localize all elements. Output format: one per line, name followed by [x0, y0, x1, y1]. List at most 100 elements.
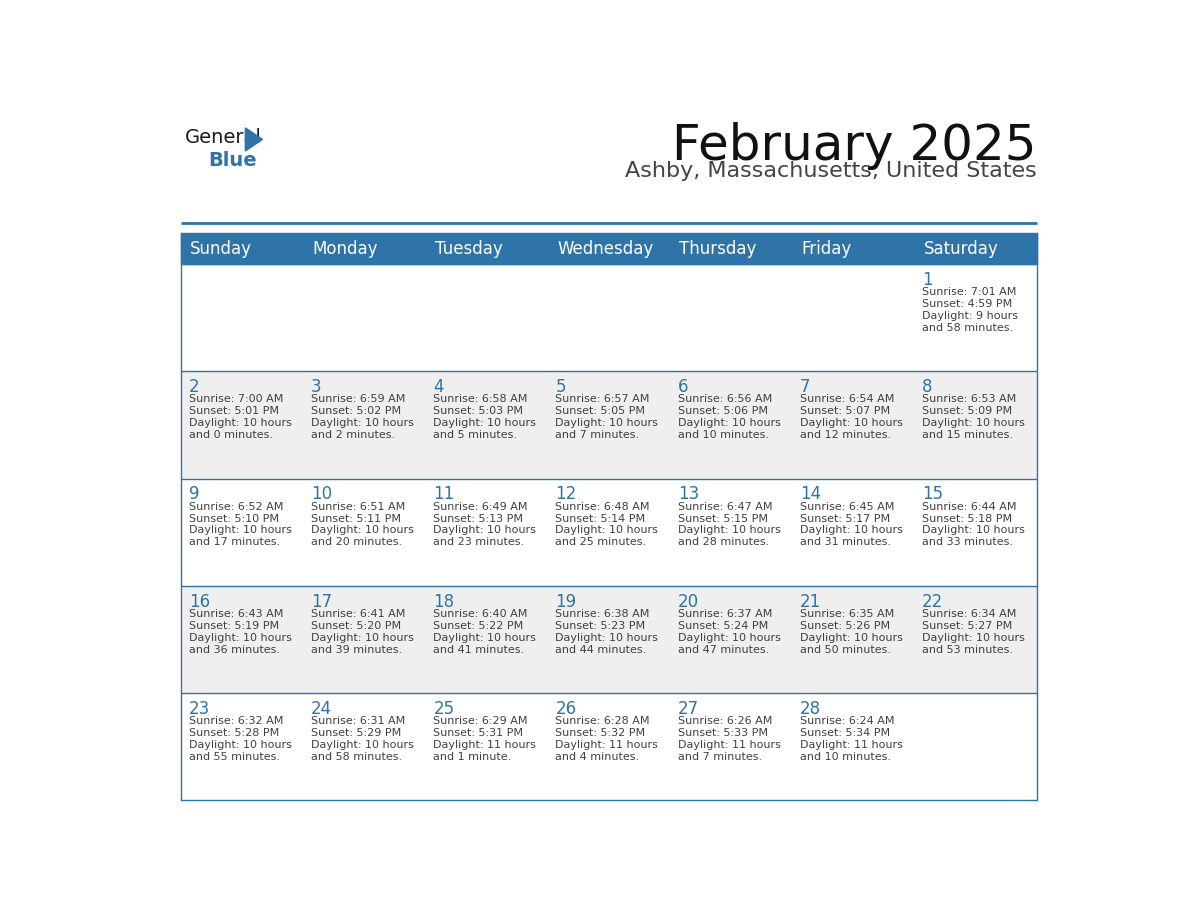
- Text: Sunset: 5:20 PM: Sunset: 5:20 PM: [311, 621, 402, 631]
- Text: Wednesday: Wednesday: [557, 240, 653, 258]
- Text: Sunset: 5:33 PM: Sunset: 5:33 PM: [677, 728, 767, 738]
- Text: and 25 minutes.: and 25 minutes.: [556, 537, 646, 547]
- Text: 4: 4: [434, 378, 444, 397]
- Text: 1: 1: [922, 271, 933, 289]
- Text: Sunset: 4:59 PM: Sunset: 4:59 PM: [922, 299, 1012, 309]
- Text: Sunrise: 6:41 AM: Sunrise: 6:41 AM: [311, 609, 405, 619]
- Text: Sunrise: 6:51 AM: Sunrise: 6:51 AM: [311, 501, 405, 511]
- Text: Sunrise: 6:34 AM: Sunrise: 6:34 AM: [922, 609, 1017, 619]
- Text: Daylight: 10 hours: Daylight: 10 hours: [311, 525, 413, 535]
- Text: Sunset: 5:11 PM: Sunset: 5:11 PM: [311, 513, 402, 523]
- Text: 10: 10: [311, 486, 333, 503]
- Text: 11: 11: [434, 486, 455, 503]
- Bar: [181, 264, 1037, 372]
- Text: Daylight: 10 hours: Daylight: 10 hours: [189, 525, 292, 535]
- Text: Sunrise: 6:54 AM: Sunrise: 6:54 AM: [800, 395, 895, 405]
- Text: and 31 minutes.: and 31 minutes.: [800, 537, 891, 547]
- Text: Sunrise: 6:38 AM: Sunrise: 6:38 AM: [556, 609, 650, 619]
- Text: Daylight: 9 hours: Daylight: 9 hours: [922, 311, 1018, 321]
- Text: Sunset: 5:18 PM: Sunset: 5:18 PM: [922, 513, 1012, 523]
- Text: and 2 minutes.: and 2 minutes.: [311, 431, 396, 441]
- Text: Sunset: 5:26 PM: Sunset: 5:26 PM: [800, 621, 890, 631]
- Text: Sunrise: 6:37 AM: Sunrise: 6:37 AM: [677, 609, 772, 619]
- Text: Daylight: 10 hours: Daylight: 10 hours: [922, 525, 1025, 535]
- Text: 25: 25: [434, 700, 454, 718]
- Text: Sunrise: 6:43 AM: Sunrise: 6:43 AM: [189, 609, 283, 619]
- Text: Sunrise: 6:57 AM: Sunrise: 6:57 AM: [556, 395, 650, 405]
- Text: 15: 15: [922, 486, 943, 503]
- Text: and 1 minute.: and 1 minute.: [434, 752, 512, 762]
- Text: and 58 minutes.: and 58 minutes.: [311, 752, 403, 762]
- Bar: [181, 372, 1037, 478]
- Text: Sunset: 5:15 PM: Sunset: 5:15 PM: [677, 513, 767, 523]
- Text: Daylight: 11 hours: Daylight: 11 hours: [800, 740, 903, 750]
- Text: Ashby, Massachusetts, United States: Ashby, Massachusetts, United States: [625, 161, 1037, 181]
- Text: Sunrise: 6:44 AM: Sunrise: 6:44 AM: [922, 501, 1017, 511]
- Text: and 39 minutes.: and 39 minutes.: [311, 644, 403, 655]
- Text: Sunset: 5:31 PM: Sunset: 5:31 PM: [434, 728, 523, 738]
- Text: Daylight: 10 hours: Daylight: 10 hours: [677, 419, 781, 429]
- Text: Sunrise: 6:58 AM: Sunrise: 6:58 AM: [434, 395, 527, 405]
- Text: and 44 minutes.: and 44 minutes.: [556, 644, 646, 655]
- Text: Daylight: 10 hours: Daylight: 10 hours: [800, 419, 903, 429]
- Text: 22: 22: [922, 593, 943, 610]
- Text: Sunrise: 6:24 AM: Sunrise: 6:24 AM: [800, 716, 895, 726]
- Text: Sunrise: 6:53 AM: Sunrise: 6:53 AM: [922, 395, 1017, 405]
- Text: 23: 23: [189, 700, 210, 718]
- Bar: [181, 233, 303, 264]
- Text: and 50 minutes.: and 50 minutes.: [800, 644, 891, 655]
- Text: Daylight: 10 hours: Daylight: 10 hours: [677, 525, 781, 535]
- Text: Daylight: 11 hours: Daylight: 11 hours: [677, 740, 781, 750]
- Text: and 23 minutes.: and 23 minutes.: [434, 537, 524, 547]
- Bar: [670, 233, 792, 264]
- Text: Daylight: 10 hours: Daylight: 10 hours: [189, 740, 292, 750]
- Text: 13: 13: [677, 486, 699, 503]
- Text: 2: 2: [189, 378, 200, 397]
- Text: Sunrise: 7:00 AM: Sunrise: 7:00 AM: [189, 395, 283, 405]
- Text: Sunrise: 6:35 AM: Sunrise: 6:35 AM: [800, 609, 895, 619]
- Text: and 36 minutes.: and 36 minutes.: [189, 644, 280, 655]
- Text: Daylight: 10 hours: Daylight: 10 hours: [800, 525, 903, 535]
- Bar: [915, 233, 1037, 264]
- Text: Sunset: 5:34 PM: Sunset: 5:34 PM: [800, 728, 890, 738]
- Text: Sunrise: 6:40 AM: Sunrise: 6:40 AM: [434, 609, 527, 619]
- Bar: [425, 233, 548, 264]
- Text: 6: 6: [677, 378, 688, 397]
- Text: 14: 14: [800, 486, 821, 503]
- Text: 26: 26: [556, 700, 576, 718]
- Text: Sunset: 5:13 PM: Sunset: 5:13 PM: [434, 513, 523, 523]
- Text: Daylight: 10 hours: Daylight: 10 hours: [922, 633, 1025, 643]
- Text: and 15 minutes.: and 15 minutes.: [922, 431, 1013, 441]
- Text: Blue: Blue: [208, 151, 257, 170]
- Bar: [548, 233, 670, 264]
- Text: Sunset: 5:27 PM: Sunset: 5:27 PM: [922, 621, 1012, 631]
- Text: Sunset: 5:23 PM: Sunset: 5:23 PM: [556, 621, 645, 631]
- Text: Daylight: 10 hours: Daylight: 10 hours: [556, 525, 658, 535]
- Text: Friday: Friday: [802, 240, 852, 258]
- Text: Sunrise: 7:01 AM: Sunrise: 7:01 AM: [922, 287, 1017, 297]
- Text: Sunrise: 6:28 AM: Sunrise: 6:28 AM: [556, 716, 650, 726]
- Text: 19: 19: [556, 593, 576, 610]
- Text: Daylight: 10 hours: Daylight: 10 hours: [556, 419, 658, 429]
- Text: Tuesday: Tuesday: [435, 240, 503, 258]
- Text: 20: 20: [677, 593, 699, 610]
- Text: and 41 minutes.: and 41 minutes.: [434, 644, 524, 655]
- Text: Sunday: Sunday: [190, 240, 252, 258]
- Text: Daylight: 10 hours: Daylight: 10 hours: [434, 525, 536, 535]
- Text: General: General: [185, 128, 261, 147]
- Text: 28: 28: [800, 700, 821, 718]
- Text: Sunset: 5:17 PM: Sunset: 5:17 PM: [800, 513, 890, 523]
- Text: Thursday: Thursday: [680, 240, 757, 258]
- Text: and 7 minutes.: and 7 minutes.: [556, 431, 639, 441]
- Text: Sunrise: 6:45 AM: Sunrise: 6:45 AM: [800, 501, 895, 511]
- Text: 8: 8: [922, 378, 933, 397]
- Text: 5: 5: [556, 378, 565, 397]
- Text: Sunset: 5:09 PM: Sunset: 5:09 PM: [922, 407, 1012, 417]
- Text: 16: 16: [189, 593, 210, 610]
- Bar: [792, 233, 915, 264]
- Text: Daylight: 10 hours: Daylight: 10 hours: [189, 633, 292, 643]
- Text: and 53 minutes.: and 53 minutes.: [922, 644, 1013, 655]
- Text: Daylight: 10 hours: Daylight: 10 hours: [311, 419, 413, 429]
- Text: Sunset: 5:22 PM: Sunset: 5:22 PM: [434, 621, 524, 631]
- Text: 12: 12: [556, 486, 576, 503]
